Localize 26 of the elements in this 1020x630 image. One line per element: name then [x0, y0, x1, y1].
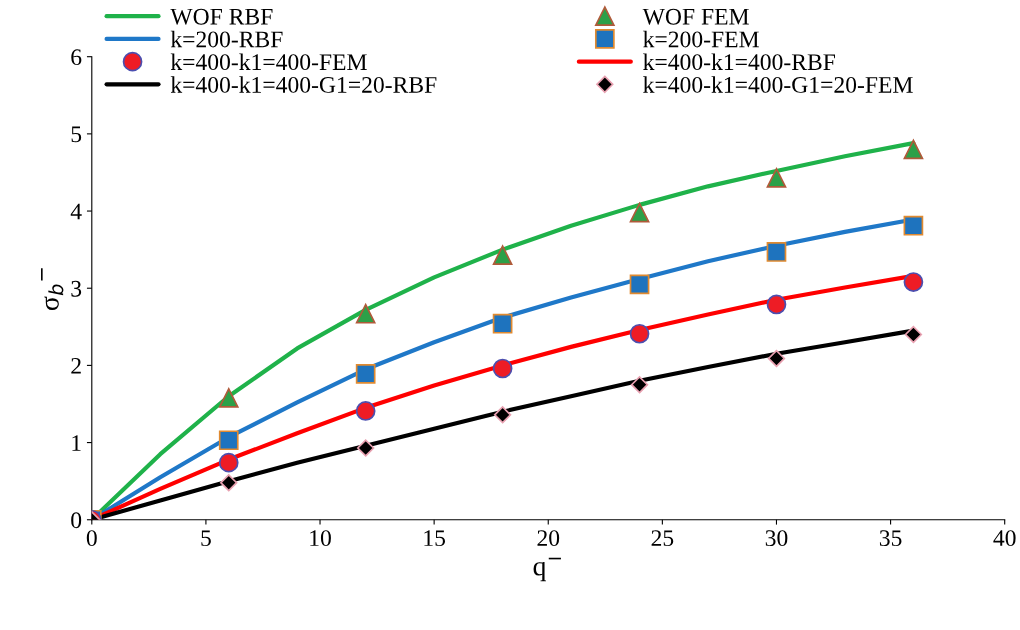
y-axis-title: σ$_{b}$$^{−}$	[41, 268, 64, 311]
x-tick-label: 5	[201, 530, 211, 547]
legend-label: k=400-k1=400-G1=20-RBF	[170, 76, 437, 93]
legend-label: WOF FEM	[642, 8, 749, 25]
y-tick-label: 3	[71, 280, 82, 297]
legend-label: k=400-k1=400-FEM	[170, 53, 367, 71]
legend-label: k=200-RBF	[170, 30, 283, 48]
x-tick-label: 25	[651, 530, 674, 547]
x-tick-label: 15	[424, 530, 446, 547]
y-tick-label: 1	[72, 435, 81, 451]
legend-label: k=200-FEM	[643, 30, 759, 48]
legend-label: WOF RBF	[170, 8, 273, 25]
legend-label: k=400-k1=400-RBF	[643, 53, 836, 71]
y-tick-label: 4	[70, 203, 82, 220]
x-tick-label: 20	[537, 530, 560, 547]
x-tick-label: 10	[310, 530, 331, 547]
x-tick-label: 40	[993, 530, 1016, 547]
legend-label: k=400-k1=400-G1=20-FEM	[643, 76, 913, 93]
y-tick-label: 6	[71, 49, 82, 66]
x-axis-title: q$^{−}$	[533, 557, 561, 582]
x-tick-label: 30	[765, 530, 788, 547]
y-tick-label: 5	[71, 126, 82, 143]
y-tick-label: 0	[71, 512, 82, 529]
x-tick-label: 35	[879, 530, 902, 547]
y-tick-label: 2	[71, 357, 81, 374]
x-tick-label: 0	[86, 530, 97, 547]
